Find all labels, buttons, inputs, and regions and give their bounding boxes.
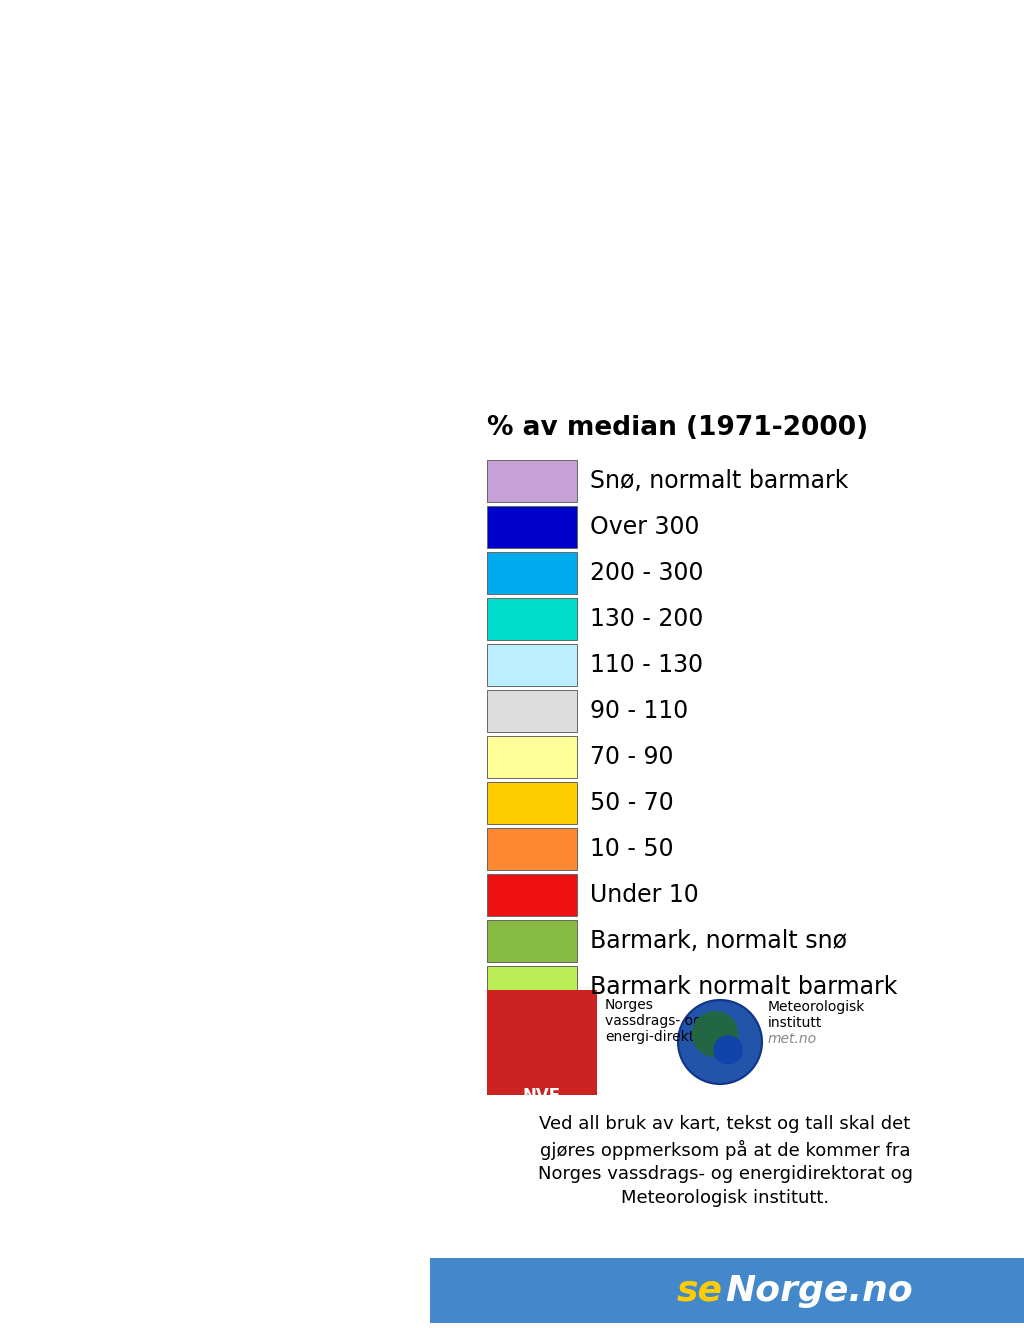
Text: Meteorologisk: Meteorologisk — [768, 1000, 865, 1015]
Bar — [487, 782, 577, 823]
Text: 70 - 90: 70 - 90 — [590, 745, 674, 769]
Text: % av median (1971-2000): % av median (1971-2000) — [487, 414, 868, 441]
Text: se: se — [677, 1274, 723, 1308]
Bar — [487, 506, 577, 548]
Text: Barmark, normalt snø: Barmark, normalt snø — [590, 930, 847, 954]
Bar — [487, 598, 577, 640]
Bar — [487, 644, 577, 687]
Text: 10 - 50: 10 - 50 — [590, 837, 674, 861]
Text: met.no: met.no — [768, 1032, 817, 1046]
Bar — [487, 827, 577, 870]
Bar — [487, 965, 577, 1008]
Bar — [487, 920, 577, 961]
Text: 130 - 200: 130 - 200 — [590, 607, 703, 631]
Circle shape — [714, 1036, 742, 1065]
Text: 110 - 130: 110 - 130 — [590, 653, 703, 677]
Text: 90 - 110: 90 - 110 — [590, 699, 688, 722]
Circle shape — [692, 1011, 738, 1057]
Circle shape — [678, 1000, 762, 1084]
Text: Over 300: Over 300 — [590, 515, 699, 539]
Text: NVE: NVE — [523, 1088, 561, 1105]
Bar — [487, 989, 597, 1096]
Text: Norges
vassdrags- og
energi­direktorat: Norges vassdrags- og energi­direktorat — [605, 999, 723, 1044]
Text: institutt: institutt — [768, 1016, 822, 1031]
Text: Under 10: Under 10 — [590, 883, 698, 907]
Text: Ved all bruk av kart, tekst og tall skal det
gjøres oppmerksom på at de kommer f: Ved all bruk av kart, tekst og tall skal… — [538, 1116, 912, 1207]
Text: 50 - 70: 50 - 70 — [590, 791, 674, 815]
Text: Snø, normalt barmark: Snø, normalt barmark — [590, 469, 848, 493]
Bar — [487, 691, 577, 732]
Text: Norge.no: Norge.no — [725, 1274, 912, 1308]
Bar — [487, 736, 577, 778]
Text: 200 - 300: 200 - 300 — [590, 560, 703, 586]
Text: Barmark normalt barmark: Barmark normalt barmark — [590, 975, 897, 999]
Bar — [487, 874, 577, 916]
Bar — [487, 459, 577, 502]
Bar — [487, 552, 577, 594]
Bar — [430, 1258, 1024, 1323]
